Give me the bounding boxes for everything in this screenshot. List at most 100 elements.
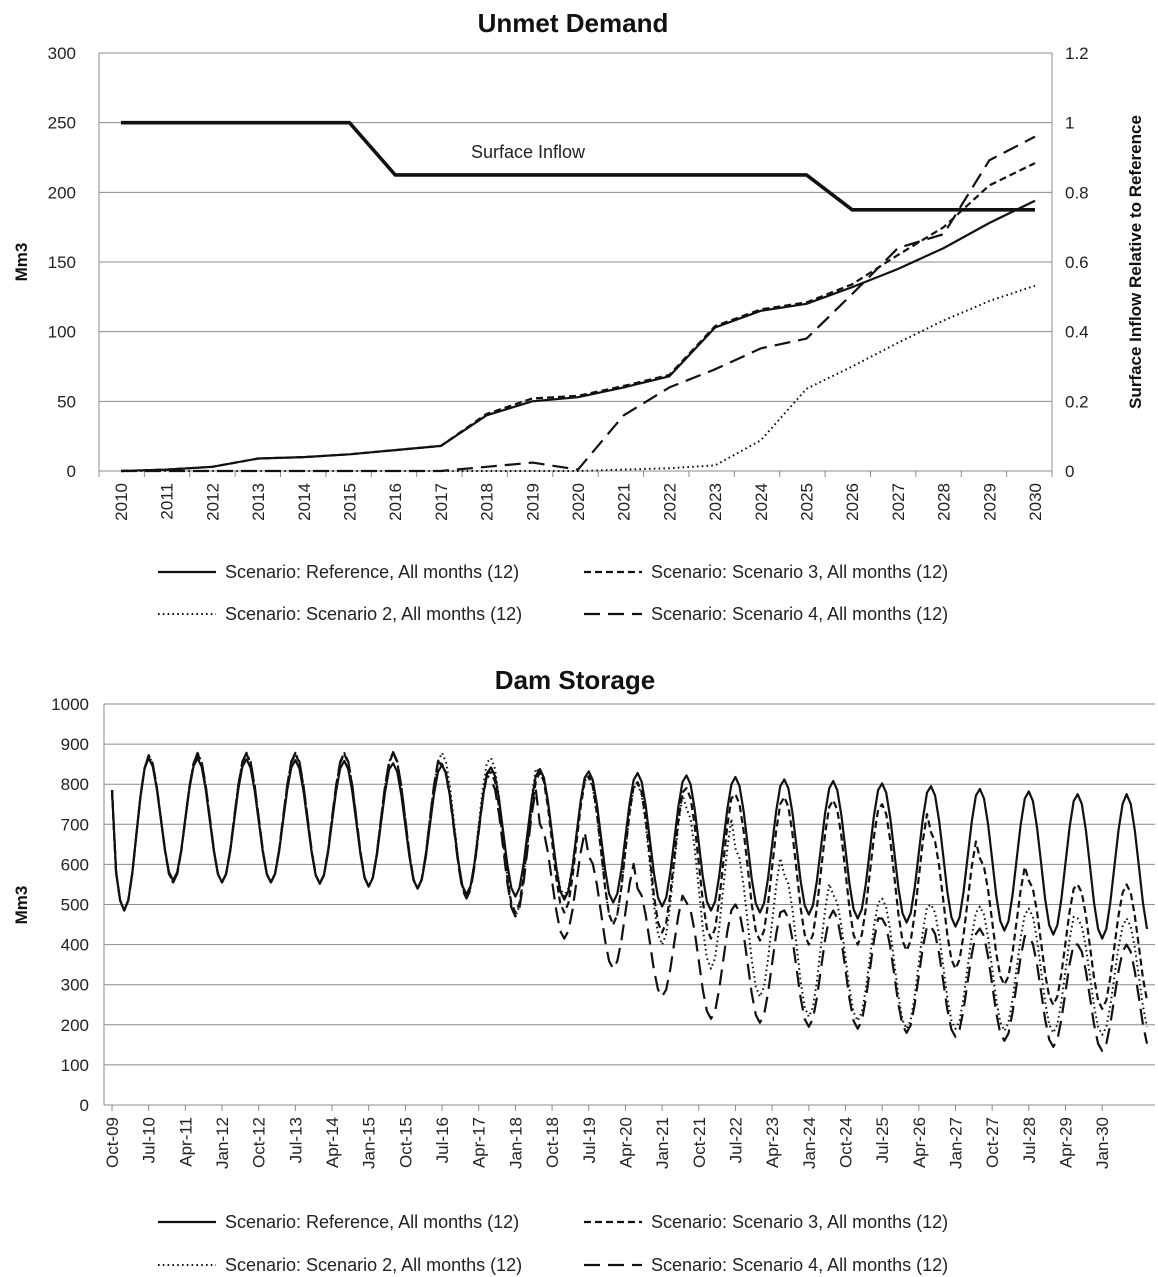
unmet-demand-y-axis-label: Mm3 bbox=[12, 243, 31, 282]
x-tick-label-2010: 2010 bbox=[112, 483, 131, 521]
x-tick-label-Jan-18: Jan-18 bbox=[506, 1117, 525, 1169]
x-tick-label-2011: 2011 bbox=[158, 483, 177, 520]
x-tick-label-2026: 2026 bbox=[843, 483, 862, 521]
y-tick-label-300: 300 bbox=[48, 44, 76, 63]
x-tick-label-Apr-14: Apr-14 bbox=[323, 1117, 342, 1168]
series-line-scenario-reference-all-months-12 bbox=[120, 199, 1036, 473]
y-tick-label-100: 100 bbox=[48, 323, 76, 342]
x-tick-label-2022: 2022 bbox=[660, 483, 679, 521]
x-tick-label-2016: 2016 bbox=[386, 483, 405, 521]
x-tick-label-2012: 2012 bbox=[203, 483, 222, 521]
x-tick-label-Jul-19: Jul-19 bbox=[580, 1117, 599, 1163]
x-tick-label-Apr-29: Apr-29 bbox=[1057, 1117, 1076, 1168]
series-line-scenario-scenario-4-all-months-12 bbox=[110, 750, 1149, 1053]
x-tick-label-2015: 2015 bbox=[341, 483, 360, 521]
dam-storage-gridlines bbox=[103, 703, 1155, 1111]
y2-tick-label-1.2: 1.2 bbox=[1065, 44, 1089, 63]
unmet-demand-legend: Scenario: Reference, All months (12) Scen… bbox=[158, 562, 948, 624]
x-tick-label-Apr-20: Apr-20 bbox=[616, 1117, 635, 1168]
dam-storage-title: Dam Storage bbox=[495, 665, 655, 695]
unmet-demand-title: Unmet Demand bbox=[478, 8, 669, 38]
y-tick-label-50: 50 bbox=[57, 392, 76, 411]
legend-label-scenario-scenario-4-all-months-12: Scenario: Scenario 4, All months (12) bbox=[651, 604, 948, 624]
dam-storage-series bbox=[110, 750, 1149, 1053]
unmet-demand-series bbox=[120, 120, 1036, 473]
y2-tick-label-0.6: 0.6 bbox=[1065, 253, 1089, 272]
x-tick-label-Jan-12: Jan-12 bbox=[213, 1117, 232, 1169]
dam-storage-legend: Scenario: Reference, All months (12) Scen… bbox=[158, 1212, 948, 1275]
y-tick-label-0: 0 bbox=[67, 462, 76, 481]
legend-label-scenario-reference-all-months-12: Scenario: Reference, All months (12) bbox=[225, 562, 519, 582]
y-tick-label-300: 300 bbox=[61, 976, 89, 995]
y-tick-label-150: 150 bbox=[48, 253, 76, 272]
x-tick-label-Jul-28: Jul-28 bbox=[1020, 1117, 1039, 1163]
x-tick-label-Oct-27: Oct-27 bbox=[983, 1117, 1002, 1168]
x-tick-label-Oct-18: Oct-18 bbox=[543, 1117, 562, 1168]
x-tick-label-Jul-25: Jul-25 bbox=[873, 1117, 892, 1163]
x-tick-label-2020: 2020 bbox=[569, 483, 588, 521]
x-tick-label-Oct-24: Oct-24 bbox=[836, 1117, 855, 1168]
series-line-scenario-scenario-4-all-months-12 bbox=[121, 135, 1036, 473]
y2-tick-label-1: 1 bbox=[1065, 114, 1074, 133]
legend-label-scenario-scenario-3-all-months-12: Scenario: Scenario 3, All months (12) bbox=[651, 562, 948, 582]
x-tick-label-Oct-12: Oct-12 bbox=[250, 1117, 269, 1168]
y-tick-label-100: 100 bbox=[61, 1056, 89, 1075]
y-tick-label-200: 200 bbox=[48, 183, 76, 202]
x-tick-label-Apr-23: Apr-23 bbox=[763, 1117, 782, 1168]
x-tick-label-Jan-30: Jan-30 bbox=[1093, 1117, 1112, 1169]
x-tick-label-Jan-15: Jan-15 bbox=[360, 1117, 379, 1169]
y2-tick-label-0: 0 bbox=[1065, 462, 1074, 481]
y-tick-label-900: 900 bbox=[61, 735, 89, 754]
legend-label-scenario-scenario-2-all-months-12: Scenario: Scenario 2, All months (12) bbox=[225, 1255, 522, 1275]
x-tick-label-Oct-15: Oct-15 bbox=[396, 1117, 415, 1168]
unmet-demand-y2-ticks: 0 0.2 0.4 0.6 0.8 1 1.2 bbox=[1065, 44, 1089, 481]
series-line-scenario-scenario-3-all-months-12 bbox=[110, 751, 1149, 1010]
x-tick-label-Jan-21: Jan-21 bbox=[653, 1117, 672, 1169]
y-tick-label-250: 250 bbox=[48, 114, 76, 133]
x-tick-label-2030: 2030 bbox=[1026, 483, 1045, 521]
y-tick-label-1000: 1000 bbox=[51, 695, 89, 714]
y-tick-label-500: 500 bbox=[61, 896, 89, 915]
x-tick-label-2025: 2025 bbox=[798, 483, 817, 521]
y2-tick-label-0.2: 0.2 bbox=[1065, 392, 1089, 411]
x-tick-label-2028: 2028 bbox=[935, 483, 954, 521]
y-tick-label-0: 0 bbox=[80, 1096, 89, 1115]
x-tick-label-Jul-16: Jul-16 bbox=[433, 1117, 452, 1163]
dam-storage-y-axis-label: Mm3 bbox=[12, 886, 31, 925]
unmet-demand-y-ticks: 0 50 100 150 200 250 300 bbox=[48, 44, 76, 481]
x-tick-label-2013: 2013 bbox=[249, 483, 268, 521]
x-tick-label-Oct-21: Oct-21 bbox=[690, 1117, 709, 1168]
x-tick-label-2017: 2017 bbox=[432, 483, 451, 521]
x-tick-label-2018: 2018 bbox=[478, 483, 497, 521]
x-tick-label-Oct-09: Oct-09 bbox=[103, 1117, 122, 1168]
legend-label-scenario-scenario-4-all-months-12: Scenario: Scenario 4, All months (12) bbox=[651, 1255, 948, 1275]
dam-storage-chart: Dam Storage 0 100 200 300 400 500 600 700 800 900… bbox=[12, 665, 1155, 1275]
x-tick-label-2024: 2024 bbox=[752, 483, 771, 521]
x-tick-label-Apr-11: Apr-11 bbox=[176, 1117, 195, 1167]
series-line-scenario-scenario-2-all-months-12 bbox=[111, 751, 1148, 1036]
y-tick-label-600: 600 bbox=[61, 855, 89, 874]
x-tick-label-Jul-13: Jul-13 bbox=[286, 1117, 305, 1163]
x-tick-label-2021: 2021 bbox=[615, 483, 634, 521]
series-line-scenario-scenario-2-all-months-12 bbox=[121, 284, 1036, 472]
x-tick-label-Jan-27: Jan-27 bbox=[946, 1117, 965, 1169]
y-tick-label-200: 200 bbox=[61, 1016, 89, 1035]
x-tick-label-Jul-22: Jul-22 bbox=[726, 1117, 745, 1163]
unmet-demand-y2-axis-label: Surface Inflow Relative to Reference bbox=[1126, 115, 1145, 409]
x-tick-label-2019: 2019 bbox=[523, 483, 542, 521]
legend-label-scenario-reference-all-months-12: Scenario: Reference, All months (12) bbox=[225, 1212, 519, 1232]
y-tick-label-400: 400 bbox=[61, 936, 89, 955]
x-tick-label-2027: 2027 bbox=[889, 483, 908, 521]
legend-label-scenario-scenario-2-all-months-12: Scenario: Scenario 2, All months (12) bbox=[225, 604, 522, 624]
unmet-demand-x-ticks: 2010 2011 2012 2013 2014 2015 2016 2017 2018 2019… bbox=[112, 483, 1045, 521]
y-tick-label-700: 700 bbox=[61, 815, 89, 834]
dam-storage-y-ticks: 0 100 200 300 400 500 600 700 800 900 1000 bbox=[51, 695, 89, 1115]
dam-storage-x-ticks: Oct-09 Jul-10 Apr-11 Jan-12 Oct-12 Jul-13 Apr-… bbox=[103, 1117, 1112, 1169]
x-tick-label-Jul-10: Jul-10 bbox=[140, 1117, 159, 1163]
series-line-surface-inflow bbox=[121, 120, 1035, 212]
y2-tick-label-0.8: 0.8 bbox=[1065, 183, 1089, 202]
y2-tick-label-0.4: 0.4 bbox=[1065, 323, 1089, 342]
x-tick-label-2014: 2014 bbox=[295, 483, 314, 521]
